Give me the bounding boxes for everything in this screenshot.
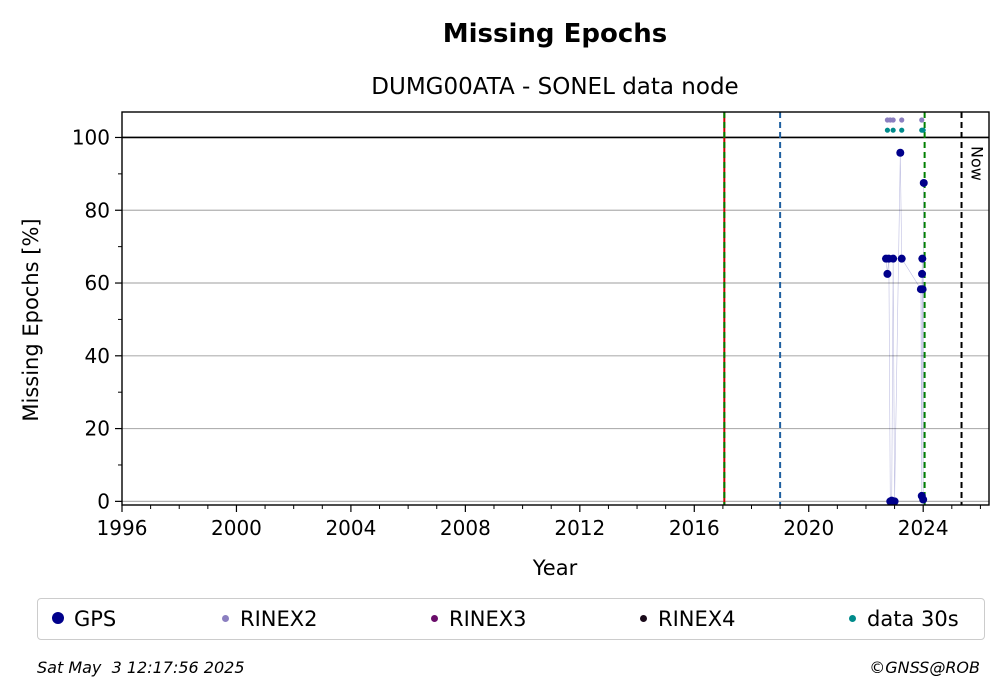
point-4-1 [890, 127, 896, 133]
y-tick-label-100: 100 [72, 125, 110, 149]
gps-connecting-line [885, 152, 925, 502]
chart-subtitle: DUMG00ATA - SONEL data node [371, 74, 738, 100]
x-tick-label-2024: 2024 [898, 516, 949, 540]
point-4-4 [920, 127, 926, 133]
x-tick-label-2020: 2020 [783, 516, 834, 540]
footer-timestamp: Sat May 3 12:17:56 2025 [37, 658, 245, 677]
now-label: Now [968, 146, 987, 181]
point-0-8 [897, 254, 906, 263]
point-0-11 [918, 269, 927, 278]
point-0-12 [918, 254, 927, 263]
point-0-7 [896, 148, 905, 157]
point-0-15 [919, 178, 928, 187]
x-axis-label: Year [532, 556, 578, 580]
point-4-2 [899, 127, 905, 133]
legend-label-gps: GPS [74, 607, 117, 631]
point-1-3 [899, 117, 905, 123]
legend-marker-data-30s [849, 615, 856, 622]
point-0-6 [890, 497, 899, 506]
x-tick-label-2000: 2000 [211, 516, 262, 540]
x-tick-label-2004: 2004 [325, 516, 376, 540]
point-1-2 [890, 117, 896, 123]
y-tick-label-20: 20 [85, 417, 110, 441]
legend-marker-gps [52, 612, 64, 624]
x-tick-label-2016: 2016 [669, 516, 720, 540]
x-tick-label-2008: 2008 [440, 516, 491, 540]
y-axis-label: Missing Epochs [%] [19, 218, 43, 421]
legend: GPS RINEX2 RINEX3 RINEX4 data 30s [37, 598, 985, 640]
missing-epochs-chart: Missing Epochs DUMG00ATA - SONEL data no… [19, 19, 990, 580]
legend-label-rinex2: RINEX2 [240, 607, 318, 631]
legend-marker-rinex3 [431, 615, 438, 622]
point-0-5 [889, 254, 898, 263]
legend-marker-rinex4 [640, 615, 647, 622]
y-tick-label-80: 80 [85, 198, 110, 222]
legend-label-rinex3: RINEX3 [449, 607, 527, 631]
legend-marker-rinex2 [222, 615, 229, 622]
point-0-1 [883, 269, 892, 278]
y-tick-label-60: 60 [85, 271, 110, 295]
footer-credit: ©GNSS@ROB [869, 658, 980, 677]
x-tick-label-1996: 1996 [97, 516, 148, 540]
point-0-14 [919, 495, 928, 504]
y-tick-label-0: 0 [97, 489, 110, 513]
legend-label-rinex4: RINEX4 [658, 607, 736, 631]
x-tick-label-2012: 2012 [554, 516, 605, 540]
y-tick-label-40: 40 [85, 344, 110, 368]
point-4-0 [884, 127, 891, 133]
chart-title: Missing Epochs [443, 19, 667, 49]
plot-frame [121, 111, 990, 506]
point-1-4 [919, 117, 925, 123]
point-0-13 [918, 285, 927, 294]
legend-label-data-30s: data 30s [867, 607, 959, 631]
